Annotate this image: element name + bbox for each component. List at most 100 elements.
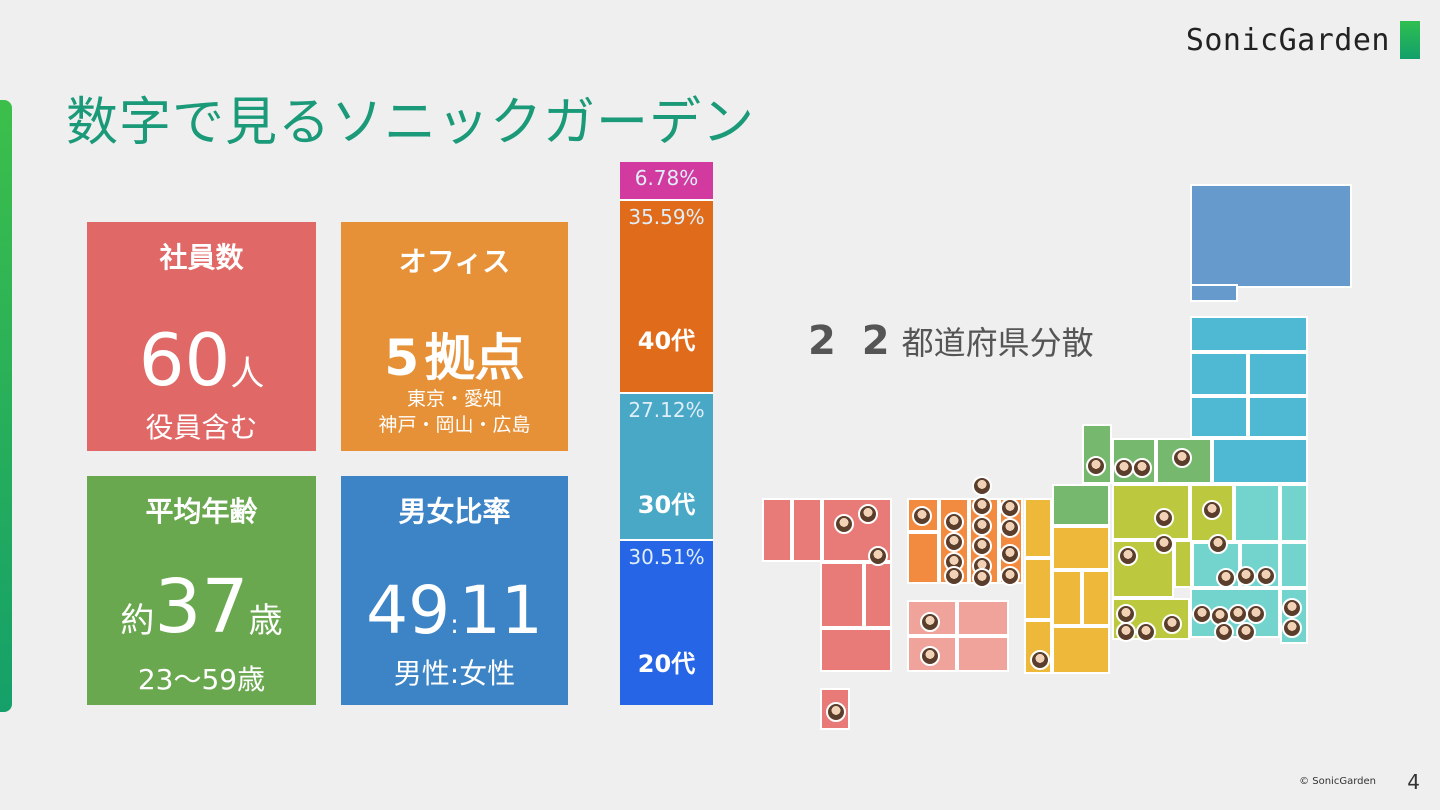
prefecture-count: 2 2 都道府県分散 (808, 318, 1094, 364)
member-avatar (1214, 622, 1234, 642)
member-avatar (1154, 508, 1174, 528)
prefecture-block (1024, 558, 1052, 620)
brand-logo: SonicGarden (1186, 20, 1420, 60)
office-locations-line2: 神戸・岡山・広島 (378, 414, 531, 436)
member-avatar (826, 702, 846, 722)
age-distribution-chart: 6.78% 35.59% 40代 27.12% 30代 30.51% 20代 (620, 162, 713, 705)
prefecture-block (1190, 184, 1352, 288)
employees-label: 社員数 (159, 241, 244, 274)
segment-percent-label: 30.51% (628, 545, 705, 570)
employees-card: 社員数 60人 役員含む (87, 222, 316, 451)
prefecture-block (1248, 352, 1308, 396)
ratio-caption: 男性:女性 (393, 657, 516, 690)
prefecture-block (1052, 484, 1110, 526)
office-label: オフィス (398, 245, 511, 278)
accent-bar (0, 100, 12, 712)
prefecture-block (1190, 352, 1248, 396)
employees-value: 60人 (87, 318, 316, 402)
copyright: © SonicGarden (1299, 776, 1376, 787)
member-avatar (1282, 618, 1302, 638)
member-avatar (1132, 458, 1152, 478)
member-avatar (1202, 500, 1222, 520)
prefecture-block (1280, 542, 1308, 588)
member-avatar (858, 504, 878, 524)
member-avatar (1136, 622, 1156, 642)
member-avatar (1118, 546, 1138, 566)
prefecture-block (1190, 284, 1238, 302)
prefecture-block (1052, 526, 1110, 570)
average-age-card: 平均年齢 約37歳 23〜59歳 (87, 476, 316, 705)
age-segment: 27.12% 30代 (620, 394, 713, 540)
member-avatar (1086, 456, 1106, 476)
member-avatar (1154, 534, 1174, 554)
ratio-label: 男女比率 (398, 495, 511, 528)
segment-category-label: 40代 (637, 326, 696, 355)
age-value: 約37歳 (87, 564, 316, 650)
age-segment: 35.59% 40代 (620, 200, 713, 393)
prefecture-block (907, 532, 939, 584)
prefecture-block (1052, 626, 1110, 674)
age-segment: 6.78% (620, 162, 713, 199)
member-avatar (1116, 622, 1136, 642)
prefecture-block (1190, 316, 1308, 352)
ratio-male: 49 (366, 572, 451, 649)
office-value: 5 拠点 (341, 318, 568, 390)
prefecture-block (792, 498, 822, 562)
member-avatar (1000, 518, 1020, 538)
member-avatar (868, 546, 888, 566)
member-avatar (1192, 604, 1212, 624)
employees-note: 役員含む (145, 411, 258, 444)
member-avatar (834, 514, 854, 534)
segment-percent-label: 6.78% (634, 166, 699, 190)
age-segment: 30.51% 20代 (620, 541, 713, 705)
ratio-separator: : (450, 610, 459, 640)
member-avatar (1246, 604, 1266, 624)
prefecture-block (1234, 484, 1280, 542)
ratio-female: 11 (458, 572, 543, 649)
brand-mark-icon (1400, 21, 1420, 59)
office-locations-line1: 東京・愛知 (406, 388, 502, 410)
prefecture-block (1190, 396, 1248, 438)
member-avatar (972, 568, 992, 588)
member-avatar (1208, 534, 1228, 554)
page-title: 数字で見るソニックガーデン (66, 93, 756, 153)
member-avatar (1236, 566, 1256, 586)
member-avatar (944, 532, 964, 552)
office-unit: 拠点 (424, 329, 525, 387)
prefecture-block (957, 600, 1009, 636)
member-avatar (920, 646, 940, 666)
prefecture-count-number: 2 2 (808, 318, 896, 364)
member-avatar (972, 496, 992, 516)
age-number: 37 (154, 564, 249, 650)
prefecture-block (762, 498, 792, 562)
prefecture-block (820, 628, 892, 672)
segment-percent-label: 27.12% (628, 398, 705, 423)
employees-number: 60 (138, 318, 231, 402)
member-avatar (1114, 458, 1134, 478)
prefecture-block (1052, 570, 1082, 626)
member-avatar (972, 516, 992, 536)
member-avatar (1000, 498, 1020, 518)
prefecture-block (1280, 484, 1308, 542)
prefecture-block (1082, 570, 1110, 626)
page-number: 4 (1407, 770, 1420, 794)
age-range: 23〜59歳 (137, 663, 266, 696)
employees-unit: 人 (230, 354, 265, 394)
prefecture-block (1112, 484, 1190, 540)
segment-category-label: 30代 (637, 491, 696, 520)
member-avatar (1000, 544, 1020, 564)
member-avatar (1162, 614, 1182, 634)
member-avatar (1172, 448, 1192, 468)
prefecture-block (1024, 498, 1052, 558)
office-card: オフィス 5 拠点 東京・愛知 神戸・岡山・広島 (341, 222, 568, 451)
prefecture-block (957, 636, 1009, 672)
segment-category-label: 20代 (637, 650, 696, 679)
prefecture-block (820, 562, 864, 628)
age-label: 平均年齢 (145, 495, 258, 528)
member-avatar (972, 536, 992, 556)
member-avatar (1228, 604, 1248, 624)
member-avatar (944, 512, 964, 532)
member-avatar (1030, 650, 1050, 670)
prefecture-block (1212, 438, 1308, 484)
member-avatar (972, 476, 992, 496)
